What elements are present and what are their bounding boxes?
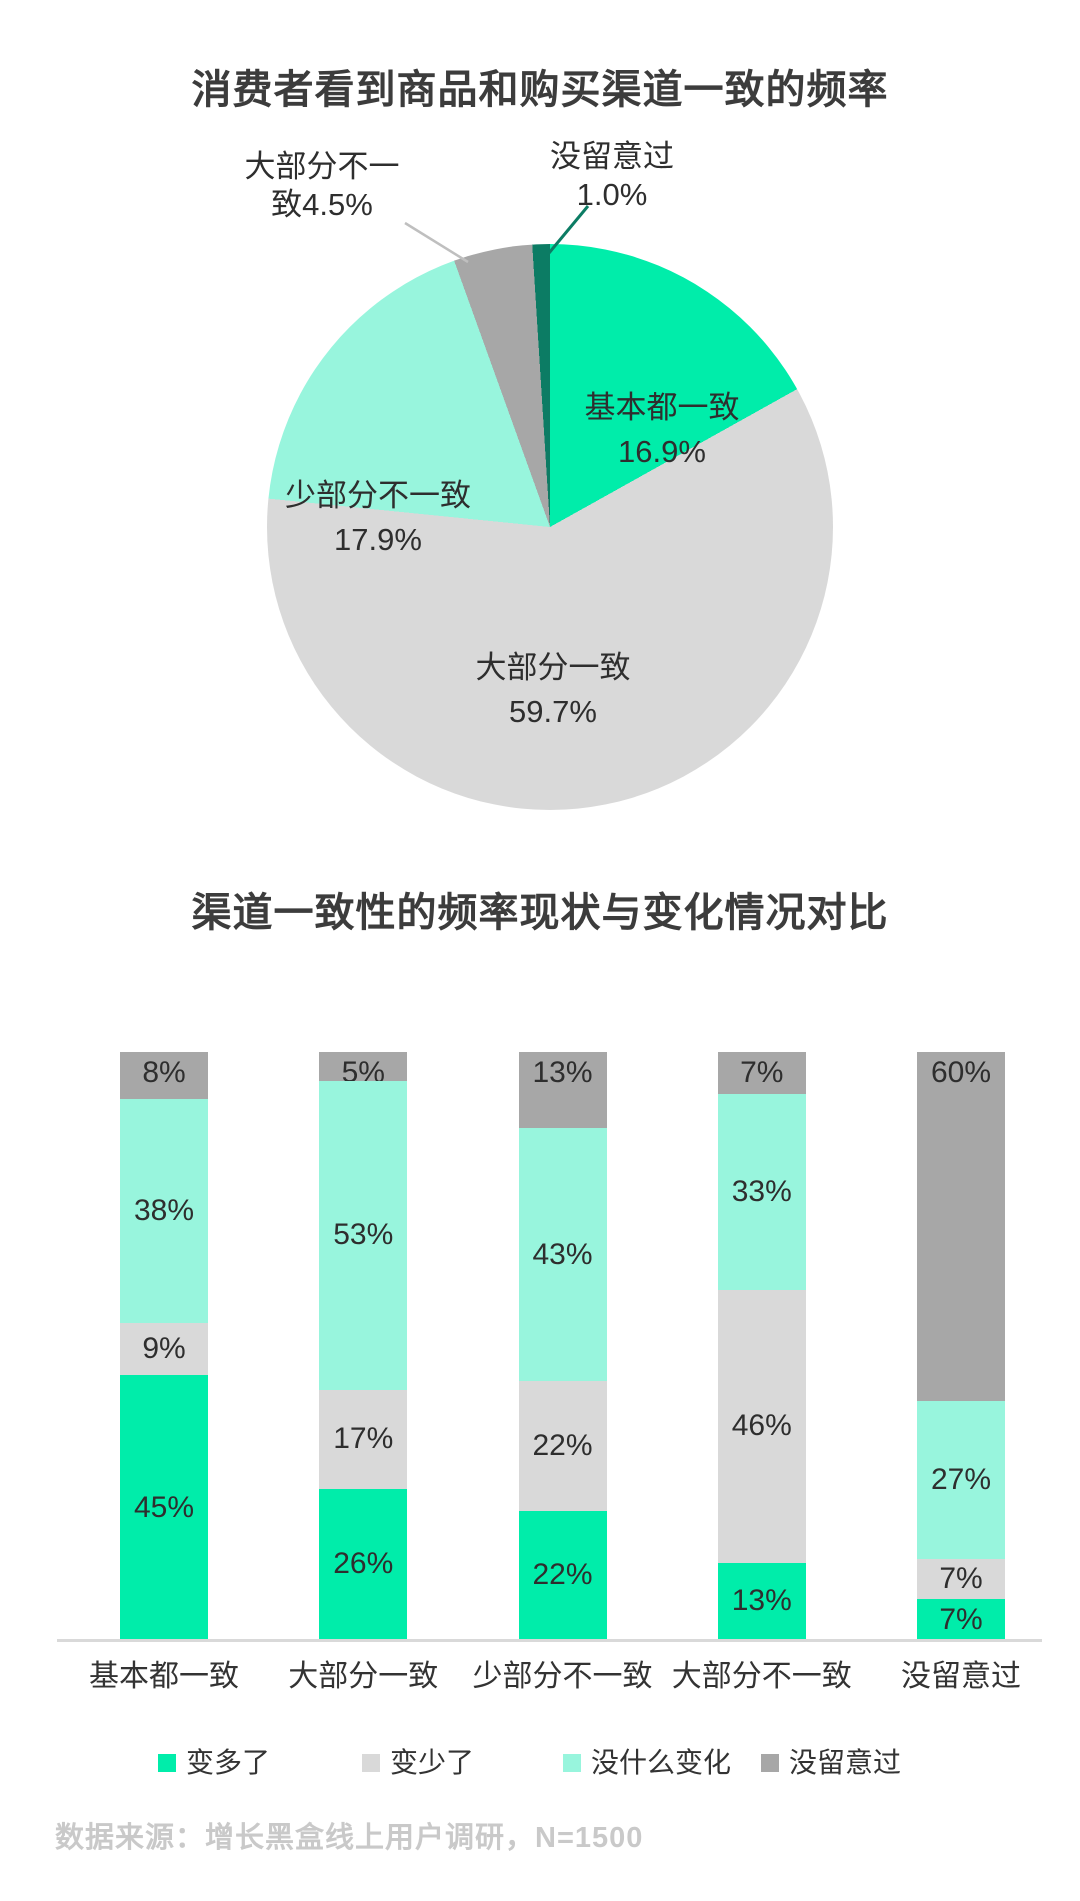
pie-leader-line — [404, 221, 469, 264]
bar-segment: 13% — [717, 1562, 806, 1640]
bar-segment: 60% — [917, 1052, 1005, 1402]
bar-segment-value: 43% — [532, 1237, 593, 1271]
legend-item: 没什么变化 — [563, 1748, 731, 1778]
bar-segment-value: 33% — [731, 1174, 792, 1208]
bar-segment-value: 7% — [740, 1056, 784, 1090]
bar-segment-value: 45% — [133, 1490, 195, 1524]
pie-slice-label: 大部分一致 59.7% — [475, 650, 631, 729]
bar-segment: 8% — [120, 1052, 208, 1100]
bar-chart-title: 渠道一致性的频率现状与变化情况对比 — [191, 891, 889, 935]
bar-segment: 22% — [518, 1510, 607, 1640]
legend-label: 变少了 — [390, 1747, 475, 1778]
pie-graphic — [267, 244, 833, 810]
data-source-note: 数据来源：增长黑盒线上用户调研，N=1500 — [55, 1822, 644, 1854]
bar-segment: 7% — [717, 1052, 806, 1094]
bar-segment: 33% — [717, 1093, 806, 1290]
pie-slice-label: 少部分不一致 17.9% — [285, 478, 471, 557]
legend-label: 没留意过 — [789, 1747, 902, 1778]
bar-segment: 17% — [319, 1389, 408, 1489]
x-axis-line — [57, 1639, 1042, 1642]
x-axis-label: 大部分不一致 — [671, 1660, 852, 1693]
bar-segment: 38% — [120, 1099, 208, 1323]
pie-callout-label: 没留意过 1.0% — [550, 139, 674, 212]
bar-segment-value: 13% — [731, 1584, 792, 1618]
stacked-bar: 45% 9% 38% 8% — [120, 1052, 208, 1640]
x-axis-label: 大部分一致 — [288, 1660, 439, 1693]
bar-segment-value: 7% — [939, 1602, 983, 1636]
bar-segment: 53% — [319, 1081, 408, 1390]
bar-segment: 13% — [518, 1052, 607, 1129]
bar-segment-value: 7% — [939, 1561, 983, 1595]
stacked-bar: 13% 46% 33% 7% — [717, 1052, 806, 1640]
x-axis-label: 基本都一致 — [89, 1660, 239, 1693]
bar-segment-value: 17% — [333, 1422, 394, 1456]
legend-item: 变少了 — [362, 1748, 474, 1778]
pie-callout-label: 大部分不一致4.5% — [244, 149, 400, 222]
bar-segment: 27% — [917, 1401, 1005, 1559]
stacked-bar: 7% 7% 27% 60% — [917, 1052, 1005, 1640]
legend-swatch — [563, 1754, 581, 1772]
bar-segment-value: 8% — [142, 1056, 186, 1090]
legend-label: 没什么变化 — [591, 1747, 732, 1778]
bar-segment-value: 53% — [333, 1218, 394, 1252]
bar-segment-value: 22% — [532, 1428, 593, 1462]
bar-segment-value: 26% — [333, 1547, 394, 1581]
legend-swatch — [761, 1754, 779, 1772]
bar-segment: 45% — [120, 1375, 208, 1640]
bar-segment-value: 60% — [930, 1056, 992, 1090]
bar-segment: 46% — [717, 1289, 806, 1563]
legend-label: 变多了 — [186, 1747, 271, 1778]
x-axis-label: 没留意过 — [901, 1660, 1021, 1693]
stacked-bar: 26% 17% 53% 5% — [319, 1052, 408, 1640]
bar-segment-value: 46% — [731, 1409, 792, 1443]
bar-segment-value: 9% — [142, 1331, 186, 1365]
bar-segment: 9% — [120, 1322, 208, 1376]
x-axis-label: 少部分不一致 — [472, 1660, 653, 1693]
bar-segment: 7% — [917, 1558, 1005, 1600]
legend-item: 没留意过 — [761, 1748, 901, 1778]
bar-segment: 26% — [319, 1488, 408, 1640]
bar-segment: 7% — [917, 1599, 1005, 1640]
bar-segment-value: 27% — [930, 1462, 992, 1496]
bar-segment: 43% — [518, 1128, 607, 1382]
pie-slice-label: 基本都一致 16.9% — [584, 390, 740, 469]
bar-segment: 22% — [518, 1381, 607, 1511]
stacked-bar: 22% 22% 43% 13% — [518, 1052, 607, 1640]
legend-swatch — [158, 1754, 176, 1772]
bar-segment: 5% — [319, 1052, 408, 1088]
bar-segment-value: 22% — [532, 1558, 593, 1592]
legend-swatch — [362, 1754, 380, 1772]
bar-segment-value: 38% — [133, 1193, 195, 1227]
legend-item: 变多了 — [158, 1748, 270, 1778]
bar-segment-value: 13% — [532, 1056, 593, 1090]
pie-chart-title: 消费者看到商品和购买渠道一致的频率 — [191, 68, 889, 112]
